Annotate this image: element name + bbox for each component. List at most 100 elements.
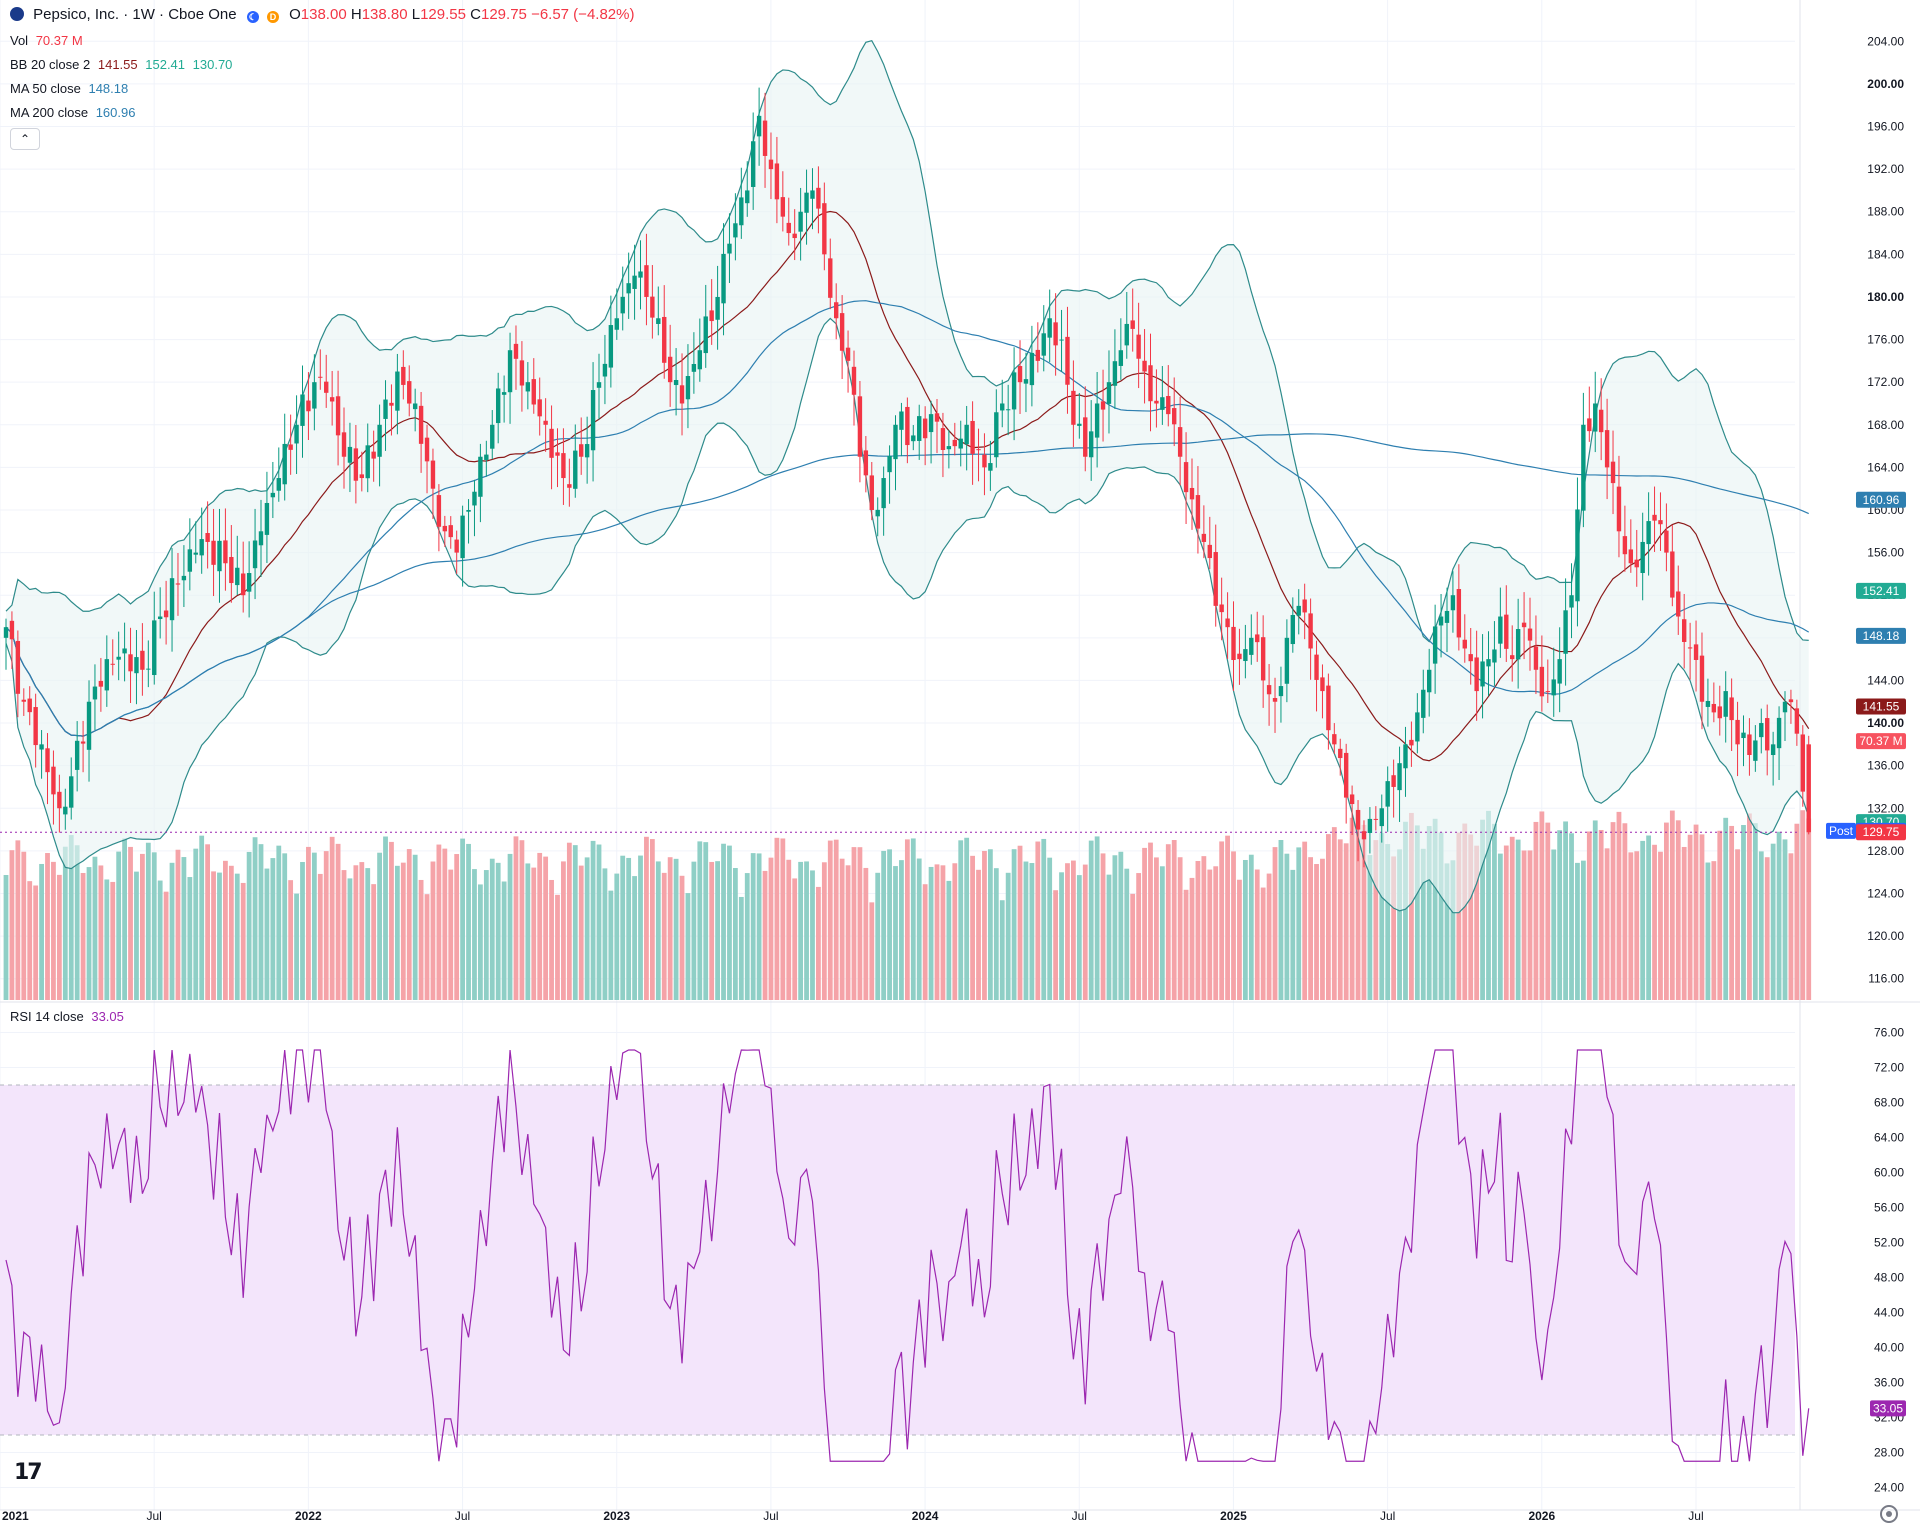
volume-legend[interactable]: Vol 70.37 M — [10, 33, 83, 49]
volume-bar — [483, 870, 489, 1000]
market-closed-icon[interactable]: ☾ — [246, 11, 259, 23]
volume-bar — [430, 861, 436, 1000]
tradingview-logo-icon[interactable]: 17 — [14, 1460, 43, 1485]
ohlc-low-label: L — [411, 6, 421, 23]
volume-bar — [584, 857, 590, 1000]
symbol-legend[interactable]: Pepsico, Inc. · 1W · Cboe One ☾ D O138.0… — [10, 7, 634, 23]
volume-bar — [649, 839, 655, 1000]
symbol-title[interactable]: Pepsico, Inc. · 1W · Cboe One — [33, 6, 237, 23]
candle-body — [1658, 520, 1663, 525]
volume-bar — [792, 878, 798, 1000]
candle-body — [715, 296, 720, 320]
volume-bar — [1640, 840, 1646, 1000]
volume-bar — [999, 900, 1005, 1000]
volume-bar — [365, 868, 371, 1000]
candle-body — [1189, 487, 1195, 500]
volume-bar — [1308, 857, 1313, 1000]
candle-body — [1504, 614, 1509, 649]
volume-bar — [1438, 832, 1444, 1000]
ma200-legend[interactable]: MA 200 close 160.96 — [10, 105, 135, 121]
price-label-badge[interactable]: 70.37 M — [1856, 733, 1906, 750]
candle-body — [300, 394, 305, 426]
candle-body — [1598, 409, 1604, 433]
dividend-badge[interactable]: D — [266, 11, 279, 23]
ohlc-close-label: C — [470, 6, 481, 23]
volume-bar — [228, 865, 234, 1000]
candle-body — [1729, 697, 1734, 721]
time-tick-label: Jul — [455, 1509, 470, 1523]
volume-bar — [1124, 868, 1130, 1000]
candle-body — [3, 627, 9, 638]
candle-body — [1077, 423, 1082, 426]
volume-bar — [869, 902, 875, 1000]
price-tick-label: 180.00 — [1867, 290, 1904, 304]
candle-body — [656, 318, 661, 324]
price-tick-label: 164.00 — [1867, 460, 1904, 474]
candle-body — [1320, 677, 1325, 692]
candle-body — [306, 400, 311, 412]
ma50-legend[interactable]: MA 50 close 148.18 — [10, 81, 128, 97]
candle-body — [175, 583, 181, 585]
volume-bar — [762, 870, 768, 1000]
price-label-badge[interactable]: 148.18 — [1856, 627, 1906, 644]
candle-body — [490, 424, 495, 449]
candle-body — [353, 448, 359, 481]
candle-body — [1296, 605, 1301, 616]
candle-body — [1201, 533, 1207, 542]
candle-body — [1142, 360, 1147, 372]
candle-body — [430, 460, 436, 489]
price-label-badge[interactable]: 160.96 — [1856, 491, 1906, 508]
volume-bar — [1059, 872, 1064, 1000]
volume-bar — [1770, 843, 1776, 1000]
volume-bar — [1041, 838, 1047, 1000]
price-tick-label: 192.00 — [1867, 162, 1904, 176]
candle-body — [146, 668, 151, 670]
volume-bar — [1580, 860, 1586, 1000]
candle-body — [1373, 818, 1379, 820]
volume-bar — [1385, 844, 1391, 1000]
bollinger-legend[interactable]: BB 20 close 2 141.55 152.41 130.70 — [10, 57, 232, 73]
time-tick-label: 2026 — [1528, 1509, 1555, 1523]
candle-body — [1023, 379, 1029, 384]
bb-params: 20 close 2 — [30, 57, 91, 72]
volume-bar — [780, 838, 786, 1000]
price-label-badge[interactable]: 152.41 — [1856, 582, 1906, 599]
volume-bar — [1616, 811, 1622, 1000]
candle-body — [1314, 654, 1319, 680]
volume-bar — [721, 843, 726, 1000]
volume-bar — [317, 873, 323, 1000]
vol-name: Vol — [10, 33, 29, 48]
candle-body — [899, 411, 904, 430]
collapse-legend-button[interactable]: ⌃ — [10, 128, 40, 150]
price-label-badge[interactable]: 129.75 — [1856, 824, 1906, 841]
volume-bar — [1586, 831, 1592, 1000]
rsi-line — [5, 1049, 1810, 1462]
candle-body — [1005, 409, 1011, 411]
price-label-badge[interactable]: 141.55 — [1856, 698, 1906, 715]
volume-bar — [614, 873, 620, 1000]
candle-body — [1041, 333, 1046, 356]
candle-body — [573, 450, 578, 489]
settings-gear-icon[interactable] — [1880, 1505, 1898, 1523]
candle-body — [1622, 536, 1628, 555]
candle-body — [620, 296, 625, 314]
bb-name: BB — [10, 57, 28, 72]
candle-body — [169, 578, 175, 621]
candle-body — [1083, 417, 1088, 457]
candle-body — [1640, 541, 1645, 574]
volume-bar — [495, 862, 501, 1000]
candle-body — [863, 450, 869, 476]
candle-body — [804, 192, 809, 213]
volume-bar — [993, 868, 999, 1000]
rsi-legend[interactable]: RSI 14 close 33.05 — [10, 1009, 124, 1025]
volume-bar — [572, 845, 578, 1000]
candle-body — [152, 620, 157, 676]
candle-body — [1699, 655, 1705, 702]
volume-bar — [62, 846, 68, 1000]
volume-bar — [151, 852, 157, 1000]
volume-bar — [1420, 848, 1426, 1000]
candle-body — [982, 454, 987, 468]
volume-bar — [371, 884, 377, 1000]
candle-body — [1670, 551, 1675, 598]
